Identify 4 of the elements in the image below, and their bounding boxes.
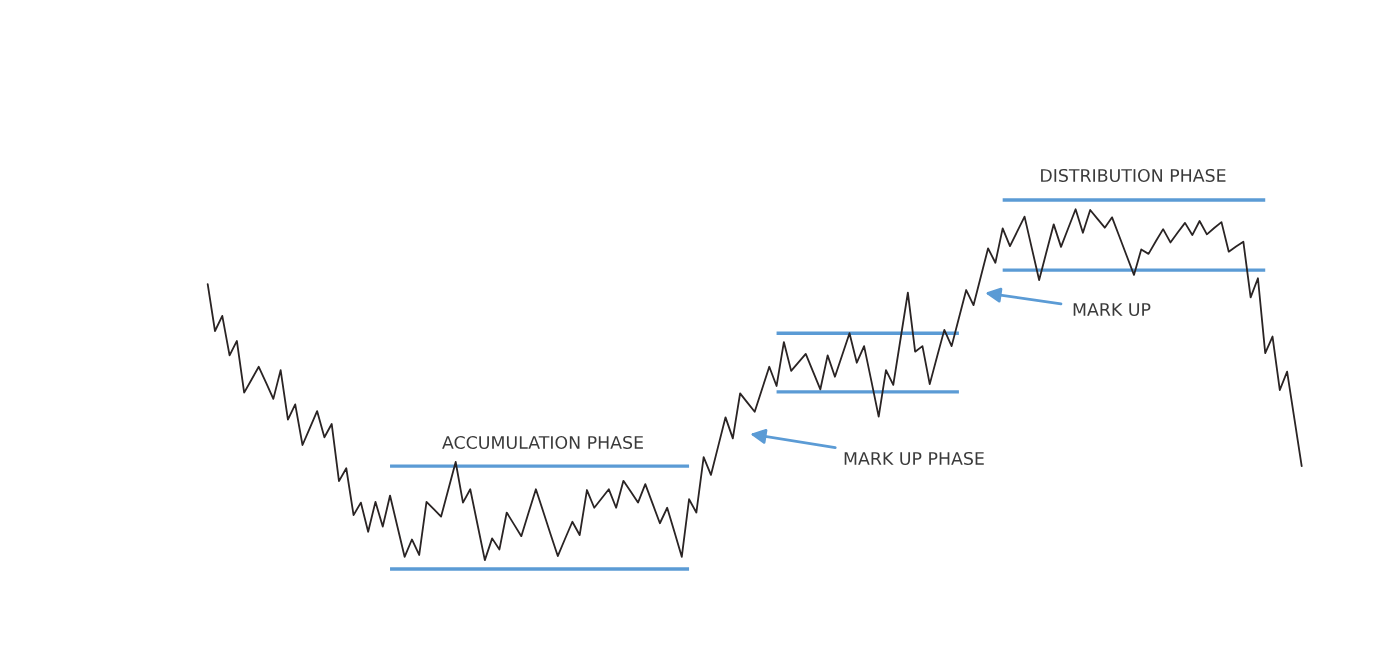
annotation: MARK UP bbox=[1073, 303, 1151, 317]
annotation: MARK UP PHASE bbox=[844, 451, 984, 466]
annotation: ACCUMULATION PHASE bbox=[442, 435, 643, 450]
text: DISTRIBUTION PHASE bbox=[1041, 168, 1226, 183]
